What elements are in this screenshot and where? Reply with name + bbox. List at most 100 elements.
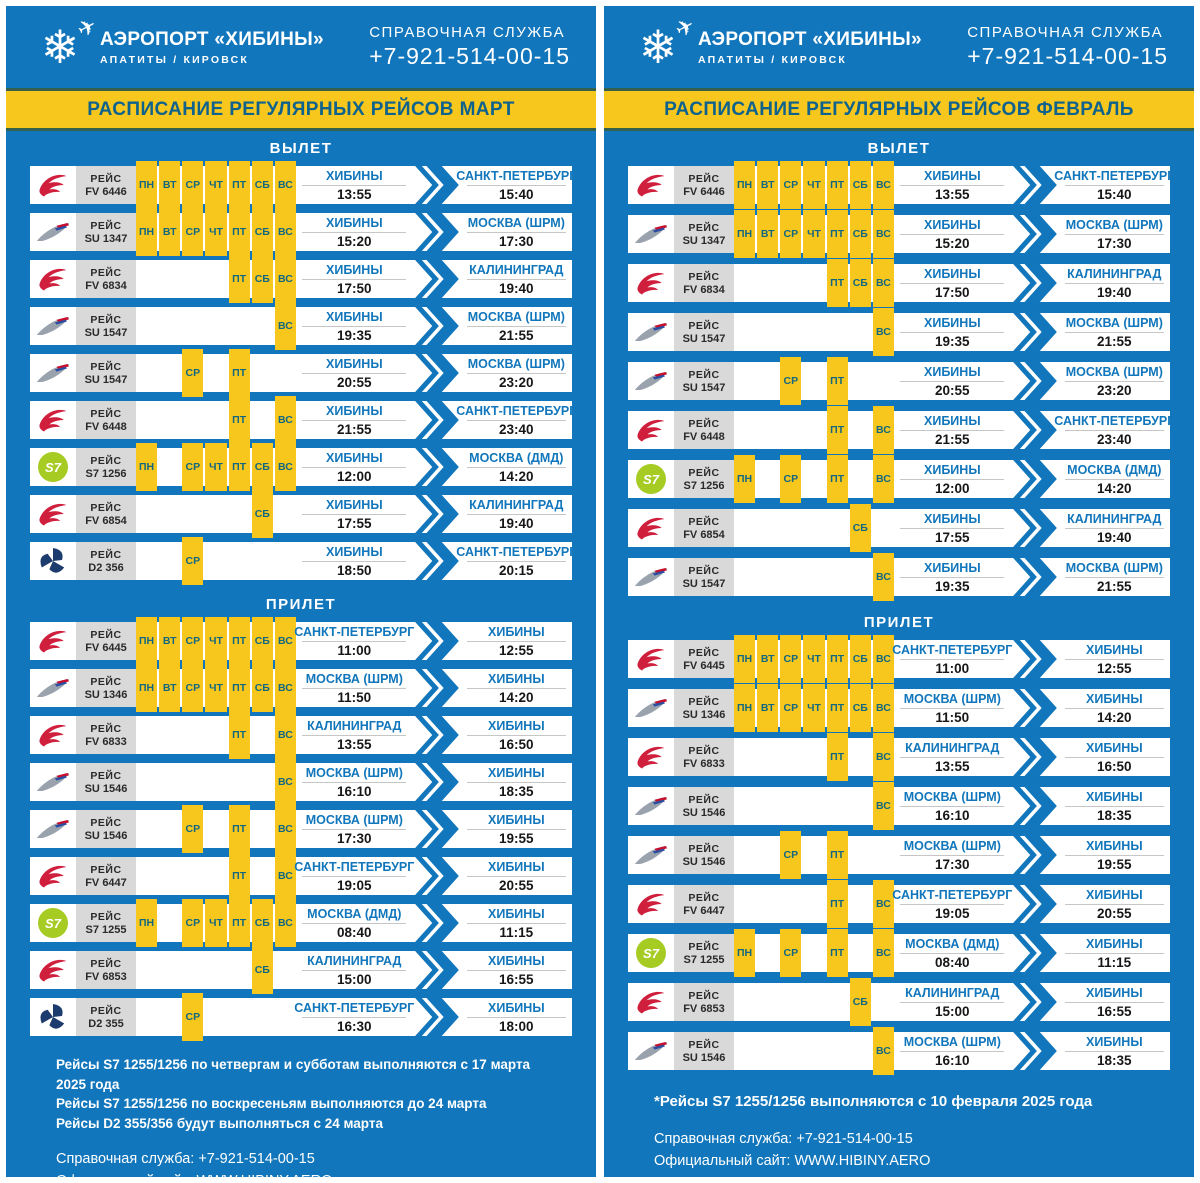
airline-logo-severstal: S7 bbox=[30, 998, 76, 1036]
day-badge-sun: ВС bbox=[274, 758, 296, 806]
destination-city: ХИБИНЫ bbox=[1086, 985, 1143, 1000]
arrow-icon bbox=[1011, 264, 1059, 302]
origin: ХИБИНЫ 13:55 bbox=[296, 167, 413, 204]
flight-code: S7 1256 bbox=[683, 479, 725, 492]
arrow-icon bbox=[1011, 166, 1059, 204]
s7-logo-icon: S7 bbox=[636, 938, 666, 968]
rossiya-logo-icon bbox=[37, 265, 69, 293]
flight-number: РЕЙС S7 1255 bbox=[76, 904, 136, 942]
day-badge-wed bbox=[780, 880, 801, 928]
divider-line bbox=[900, 184, 1005, 186]
day-badge-wed: СР bbox=[780, 161, 802, 209]
day-badge-tue bbox=[159, 899, 180, 947]
origin-city: МОСКВА (ДМД) bbox=[307, 906, 402, 921]
days-strip: ПН ВТ СР ЧТ ПТ СБ ВС bbox=[136, 208, 296, 256]
info-service-phone: +7-921-514-00-15 bbox=[967, 43, 1168, 69]
flight-prefix: РЕЙС bbox=[90, 172, 122, 185]
info-service-label: СПРАВОЧНАЯ СЛУЖБА bbox=[967, 24, 1164, 41]
divider-line bbox=[466, 184, 566, 186]
arrow-icon bbox=[413, 495, 461, 533]
day-badge-thu: ЧТ bbox=[803, 635, 825, 683]
days-strip: СР bbox=[136, 537, 296, 585]
origin-time: 11:50 bbox=[935, 709, 970, 725]
divider-line bbox=[466, 640, 566, 642]
divider-line bbox=[900, 952, 1005, 954]
day-badge-mon bbox=[734, 831, 755, 879]
destination: МОСКВА (ШРМ) 17:30 bbox=[461, 214, 572, 251]
day-badge-tue: ВТ bbox=[757, 635, 779, 683]
divider-line bbox=[466, 231, 566, 233]
arrow-icon bbox=[1011, 362, 1059, 400]
day-badge-fri: ПТ bbox=[826, 161, 848, 209]
divider-line bbox=[1064, 233, 1164, 235]
day-badge-sun bbox=[873, 831, 894, 879]
destination-city: ХИБИНЫ bbox=[1086, 789, 1143, 804]
flight-prefix: РЕЙС bbox=[688, 940, 720, 953]
days-strip: ПН ВТ СР ЧТ ПТ СБ ВС bbox=[136, 664, 296, 712]
contacts: Справочная служба: +7-921-514-00-15 Офиц… bbox=[654, 1129, 1144, 1173]
footnote-line: Рейсы S7 1255/1256 по воскресеньям выпол… bbox=[56, 1096, 487, 1112]
day-badge-sat bbox=[850, 782, 871, 830]
origin-city: ХИБИНЫ bbox=[326, 262, 383, 277]
schedule-banner: РАСПИСАНИЕ РЕГУЛЯРНЫХ РЕЙСОВ МАРТ bbox=[6, 88, 596, 131]
days-strip: ПТ ВС bbox=[734, 733, 894, 781]
divider-line bbox=[1064, 707, 1164, 709]
destination-city: САНКТ-ПЕТЕРБУРГ bbox=[456, 168, 577, 183]
rossiya-logo-icon bbox=[635, 269, 667, 297]
flight-code: SU 1346 bbox=[84, 688, 128, 701]
origin-city: САНКТ-ПЕТЕРБУРГ bbox=[294, 1000, 415, 1015]
aeroflot-logo-icon bbox=[35, 816, 71, 842]
origin-city: ХИБИНЫ bbox=[326, 356, 383, 371]
day-badge-fri: ПТ bbox=[826, 929, 848, 977]
day-badge-wed: СР bbox=[182, 208, 204, 256]
arrow-icon bbox=[1011, 640, 1059, 678]
flight-code: FV 6833 bbox=[683, 757, 725, 770]
destination: ХИБИНЫ 18:00 bbox=[461, 999, 572, 1036]
divider-line bbox=[1064, 331, 1164, 333]
origin: САНКТ-ПЕТЕРБУРГ 19:05 bbox=[892, 886, 1012, 923]
flight-prefix: РЕЙС bbox=[90, 407, 122, 420]
days-strip: ПН СР ЧТ ПТ СБ ВС bbox=[136, 899, 296, 947]
origin: ХИБИНЫ 17:50 bbox=[894, 265, 1011, 302]
origin-city: МОСКВА (ШРМ) bbox=[903, 789, 1001, 804]
day-badge-thu bbox=[803, 978, 824, 1026]
days-strip: СБ bbox=[136, 946, 296, 994]
day-badge-tue bbox=[757, 880, 778, 928]
flight-code: FV 6854 bbox=[85, 514, 127, 527]
flight-prefix: РЕЙС bbox=[90, 863, 122, 876]
day-badge-sat: СБ bbox=[251, 617, 273, 665]
days-strip: ПТ СБ ВС bbox=[734, 259, 894, 307]
divider-line bbox=[1064, 1050, 1164, 1052]
destination-city: ХИБИНЫ bbox=[488, 624, 545, 639]
days-strip: СБ bbox=[734, 978, 894, 1026]
arrow-icon bbox=[413, 810, 461, 848]
day-badge-fri: ПТ bbox=[826, 406, 848, 454]
destination-city: ХИБИНЫ bbox=[488, 812, 545, 827]
day-badge-thu: ЧТ bbox=[803, 684, 825, 732]
origin-city: КАЛИНИНГРАД bbox=[905, 985, 1000, 1000]
day-badge-wed: СР bbox=[182, 664, 204, 712]
destination-time: 19:55 bbox=[499, 830, 534, 846]
origin-time: 15:20 bbox=[337, 233, 372, 249]
day-badge-wed: СР bbox=[182, 993, 204, 1041]
footnote-line: Рейсы S7 1255/1256 по четвергам и суббот… bbox=[56, 1057, 531, 1092]
day-badge-thu bbox=[205, 349, 226, 397]
divider-line bbox=[1064, 854, 1164, 856]
destination-time: 15:40 bbox=[499, 186, 534, 202]
destination-time: 12:55 bbox=[1097, 660, 1132, 676]
flight-row: S7 РЕЙС D2 355 СР САНКТ-ПЕТЕРБУРГ 16:30 bbox=[30, 993, 572, 1041]
flight-number: РЕЙС D2 356 bbox=[76, 542, 136, 580]
day-badge-sun: ВС bbox=[872, 406, 894, 454]
destination-city: САНКТ-ПЕТЕРБУРГ bbox=[456, 544, 577, 559]
days-strip: ПН ВТ СР ЧТ ПТ СБ ВС bbox=[734, 161, 894, 209]
day-badge-thu bbox=[803, 1027, 824, 1075]
aeroflot-logo-icon bbox=[633, 564, 669, 590]
divider-line bbox=[466, 325, 566, 327]
flight-number: РЕЙС FV 6833 bbox=[76, 716, 136, 754]
flight-prefix: РЕЙС bbox=[688, 891, 720, 904]
origin-city: МОСКВА (ШРМ) bbox=[305, 671, 403, 686]
day-badge-tue bbox=[757, 782, 778, 830]
origin-city: КАЛИНИНГРАД bbox=[307, 953, 402, 968]
day-badge-fri bbox=[827, 504, 848, 552]
